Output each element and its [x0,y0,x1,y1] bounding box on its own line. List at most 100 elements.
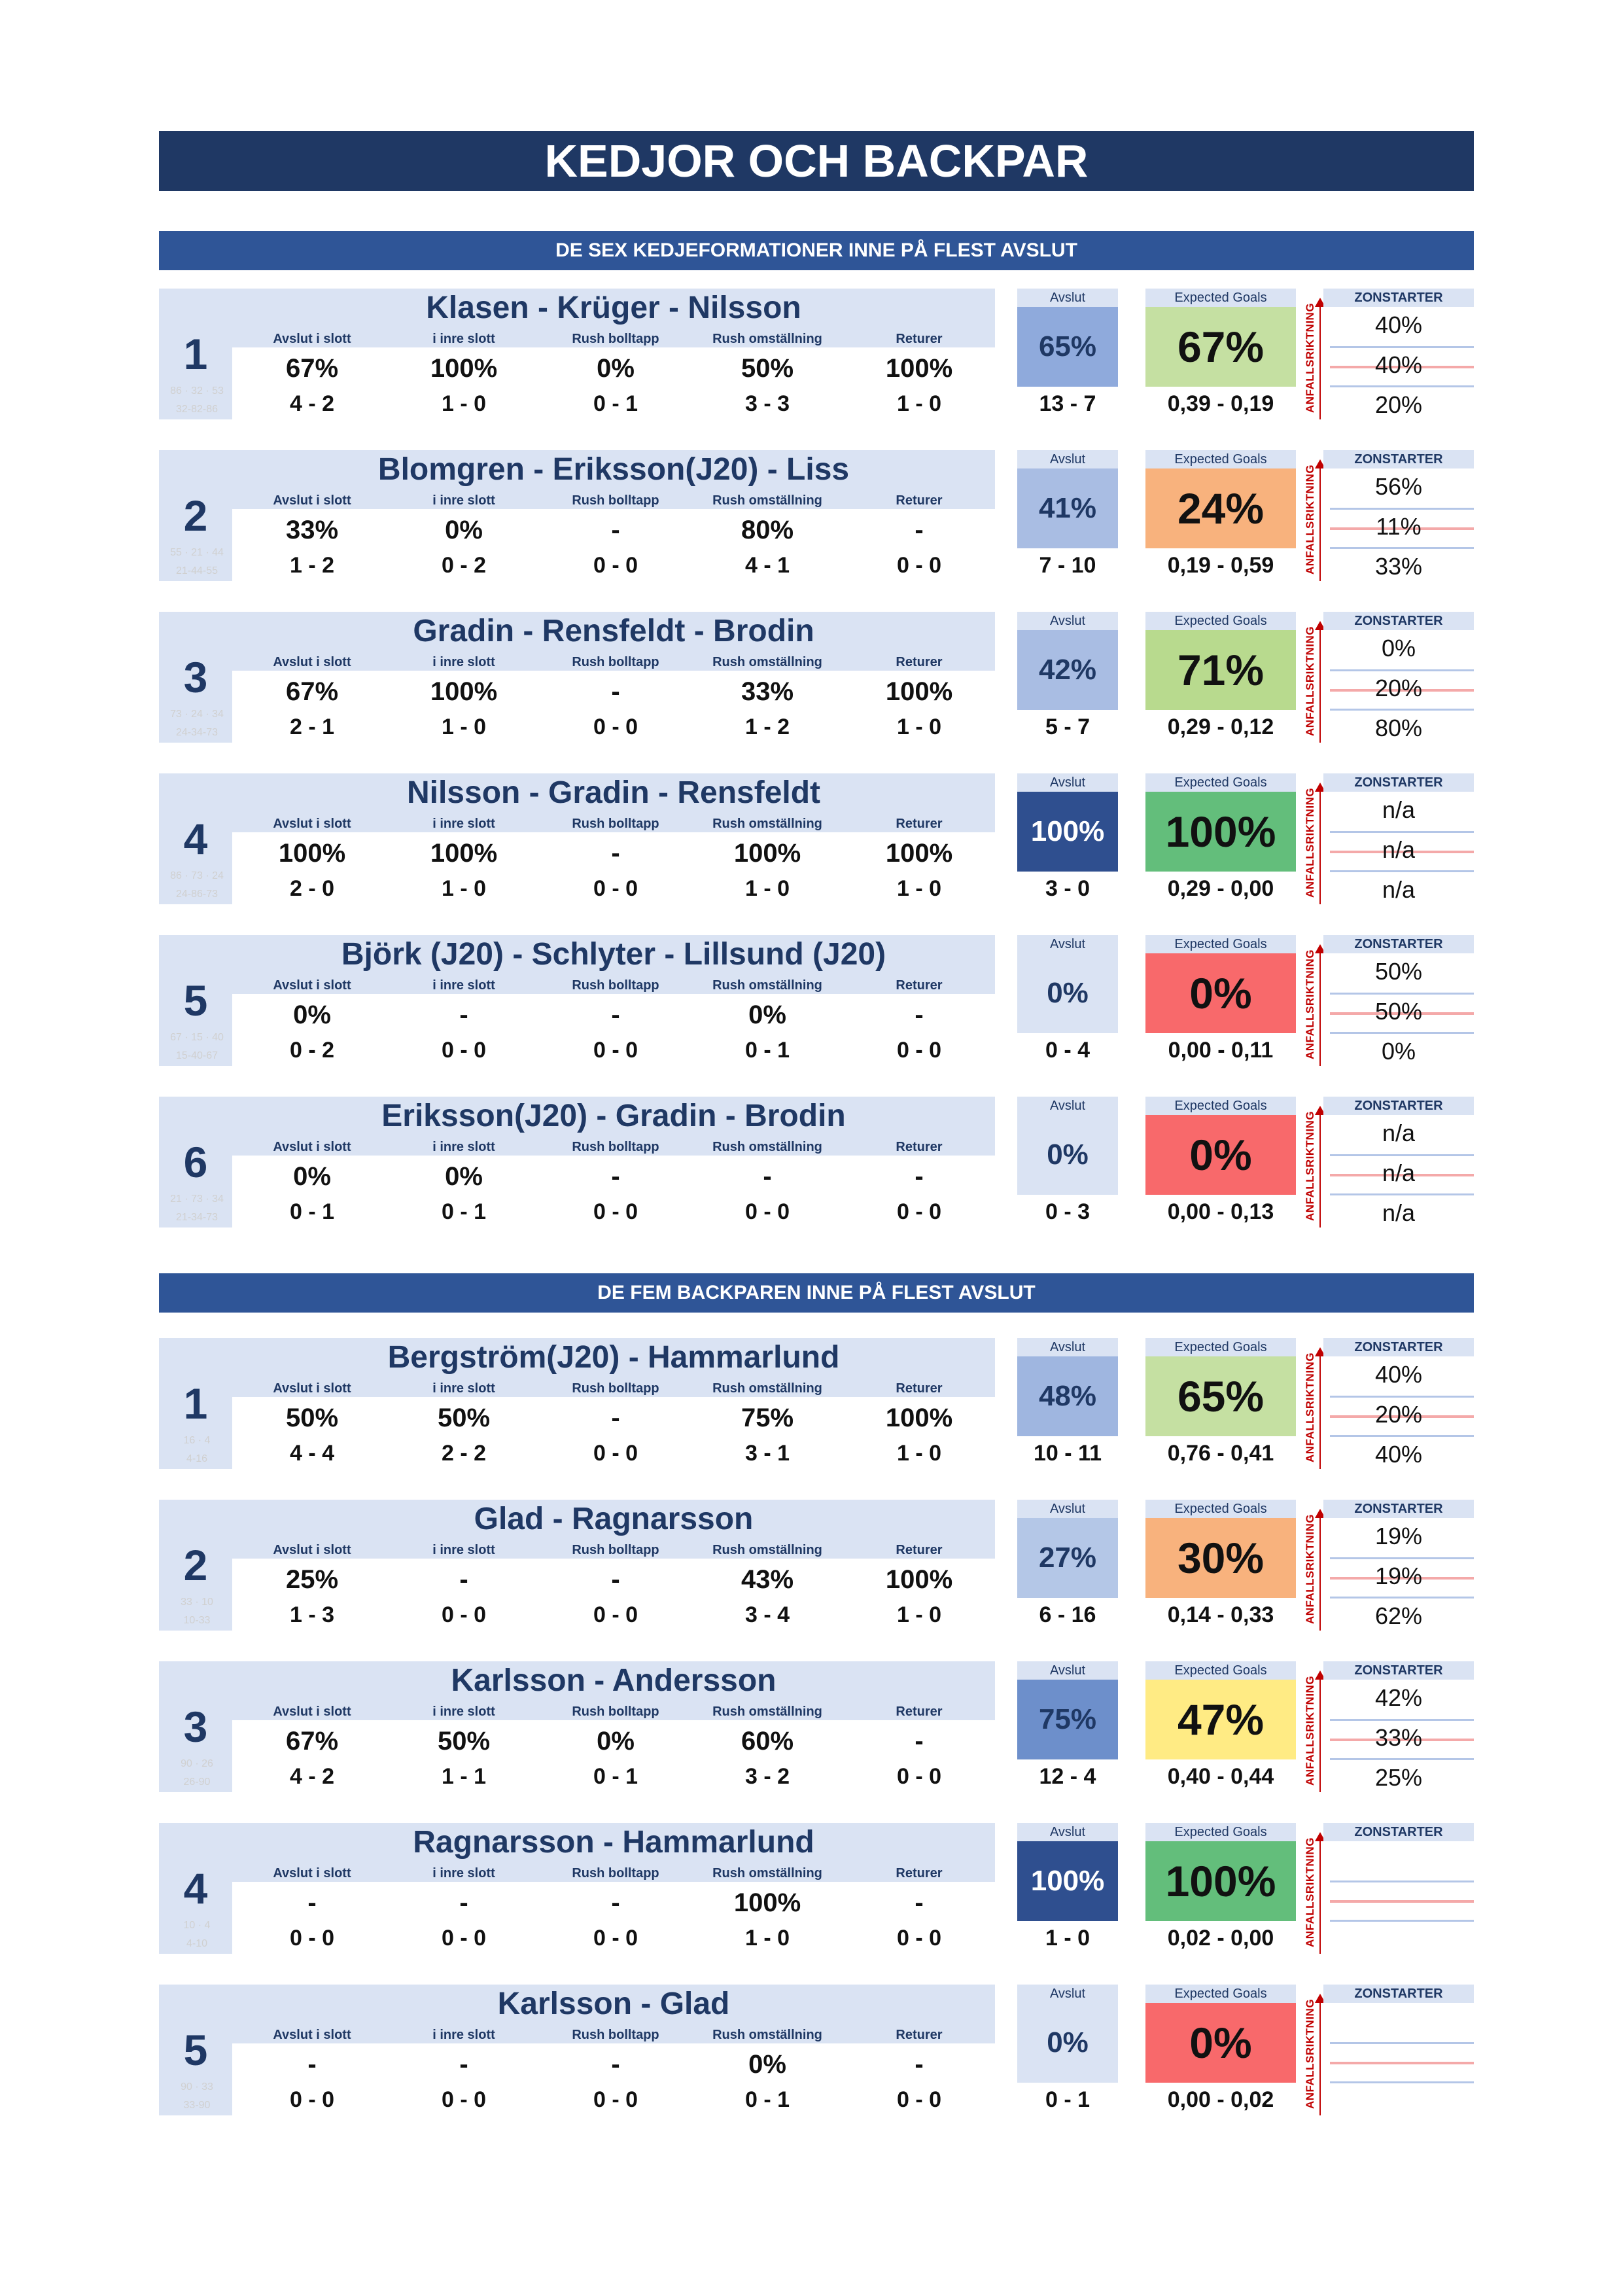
avslut-count: 12 - 4 [1039,1764,1096,1789]
player-numbers: 86 · 32 · 53 [170,385,224,397]
stat-label: Returer [896,332,943,346]
stat-percent: - [459,1888,468,1917]
stat-count: 0 - 0 [289,1926,335,1951]
stat-count: 4 - 1 [744,553,790,578]
stat-count: 1 - 0 [896,1441,942,1466]
player-names: Glad - Ragnarsson [474,1502,754,1536]
xg-count: 0,00 - 0,13 [1167,1199,1274,1224]
stat-percent: 50% [741,354,794,383]
stat-label: Rush omställning [712,332,822,346]
stat-percent: - [611,1888,620,1917]
stat-count: 0 - 0 [896,1926,942,1951]
stat-percent: 100% [885,839,953,868]
stat-label: Rush omställning [712,1543,822,1557]
avslut-count: 10 - 11 [1034,1441,1102,1466]
stat-percent: 80% [741,516,794,544]
stat-percent: 50% [437,1404,491,1432]
stat-label: Avslut i slott [273,978,351,993]
rank-number: 1 [183,330,208,378]
zone-line-red [1330,1415,1474,1418]
zone-defensive: 62% [1374,1602,1423,1629]
rank-panel [159,773,232,904]
player-numbers: 90 · 26 [181,1758,213,1769]
zone-line-blue [1330,1154,1474,1156]
zone-neutral: 20% [1374,675,1423,701]
zone-line-blue [1330,1557,1474,1559]
direction-arrow-shaft [1319,1676,1321,1792]
avslut-count: 5 - 7 [1045,715,1091,739]
rank-panel [159,612,232,743]
stat-label: Returer [896,1704,943,1719]
arrow-up-icon [1315,298,1325,307]
stat-percent: 0% [293,1000,331,1029]
stat-percent: - [915,1162,924,1191]
rank-number: 3 [183,1703,208,1751]
zone-line-red [1330,2062,1474,2064]
player-numbers: 73 · 24 · 34 [170,709,224,720]
stat-label: i inre slott [432,1543,495,1557]
stat-count: 0 - 0 [593,553,638,578]
zone-starts-label: ZONSTARTER [1323,1661,1474,1680]
zone-starts-label: ZONSTARTER [1323,773,1474,792]
stat-label: i inre slott [432,1704,495,1719]
xg-percent: 65% [1145,1356,1296,1436]
stat-label: Rush bolltapp [572,2028,659,2042]
direction-label: ANFALLSRIKTNING [1304,787,1316,898]
line-block: 2 55 · 21 · 44 21-44-55 Blomgren - Eriksson… [159,450,1474,581]
stat-count: 0 - 0 [896,1038,942,1063]
stat-percent: - [915,1727,924,1756]
zone-line-red [1330,1900,1474,1903]
stat-count: 0 - 0 [593,1926,638,1951]
avslut-label: Avslut [1017,450,1118,468]
xg-percent: 0% [1145,2003,1296,2083]
zone-defensive: 80% [1374,715,1423,741]
stat-count: 2 - 1 [289,715,335,739]
player-names: Karlsson - Andersson [451,1663,777,1698]
row-header-band [159,1985,995,2043]
avslut-label: Avslut [1017,1500,1118,1518]
avslut-count: 7 - 10 [1039,553,1096,578]
direction-arrow-shaft [1319,1999,1321,2115]
player-numbers-sorted: 24-86-73 [175,889,218,900]
stat-percent: - [611,516,620,544]
stat-percent: - [611,1000,620,1029]
player-numbers-sorted: 15-40-67 [175,1050,218,1061]
avslut-percent: 42% [1017,630,1118,710]
rank-panel [159,1500,232,1631]
zone-line-red [1330,851,1474,853]
stat-percent: 100% [278,839,346,868]
direction-label: ANFALLSRIKTNING [1304,1110,1316,1221]
stat-count: 0 - 0 [441,2087,487,2112]
zone-neutral: n/a [1382,1159,1416,1186]
stat-percent: 100% [885,1404,953,1432]
zone-line-blue [1330,669,1474,671]
zone-line-blue [1330,1193,1474,1195]
zone-line-blue [1330,709,1474,711]
stat-label: Avslut i slott [273,1866,351,1881]
stat-percent: 0% [445,1162,483,1191]
stat-count: 0 - 0 [593,1038,638,1063]
direction-arrow-shaft [1319,949,1321,1066]
stat-label: Returer [896,2028,943,2042]
stat-percent: 100% [430,354,498,383]
zone-offensive: 50% [1374,958,1423,985]
xg-label: Expected Goals [1145,289,1296,307]
stat-count: 4 - 2 [289,1764,335,1789]
stat-label: Rush omställning [712,817,822,831]
stat-label: Rush omställning [712,1866,822,1881]
pair-block: 3 90 · 26 26-90 Karlsson - Andersson Avslut … [159,1661,1474,1792]
stat-count: 4 - 4 [289,1441,335,1466]
stat-count: 1 - 0 [441,715,487,739]
stat-label: Avslut i slott [273,1140,351,1154]
avslut-label: Avslut [1017,1823,1118,1841]
stat-count: 1 - 0 [441,876,487,901]
stat-count: 0 - 0 [593,2087,638,2112]
direction-arrow-shaft [1319,1514,1321,1631]
avslut-label: Avslut [1017,773,1118,792]
stat-percent: 67% [285,354,339,383]
player-numbers-sorted: 21-44-55 [175,565,218,576]
stat-label: i inre slott [432,1381,495,1396]
avslut-count: 1 - 0 [1045,1926,1091,1951]
zone-line-red [1330,1577,1474,1580]
stat-percent: - [307,1888,317,1917]
